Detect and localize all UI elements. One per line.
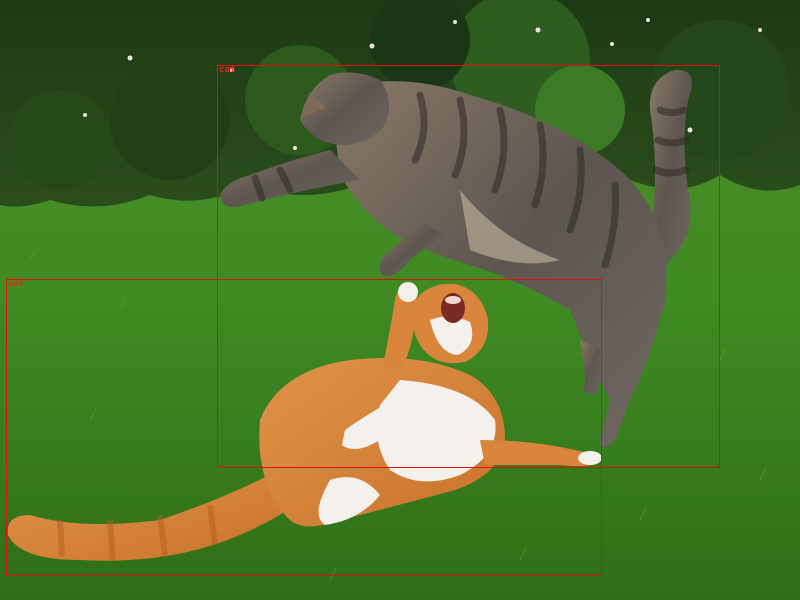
detection-label: cat xyxy=(8,279,25,289)
detection-box-cat-1: cat xyxy=(217,65,720,468)
ginger-cat xyxy=(7,282,602,561)
detection-box-cat-2: cat xyxy=(6,279,602,576)
tabby-cat xyxy=(220,69,692,448)
detection-label: cat xyxy=(219,65,236,75)
